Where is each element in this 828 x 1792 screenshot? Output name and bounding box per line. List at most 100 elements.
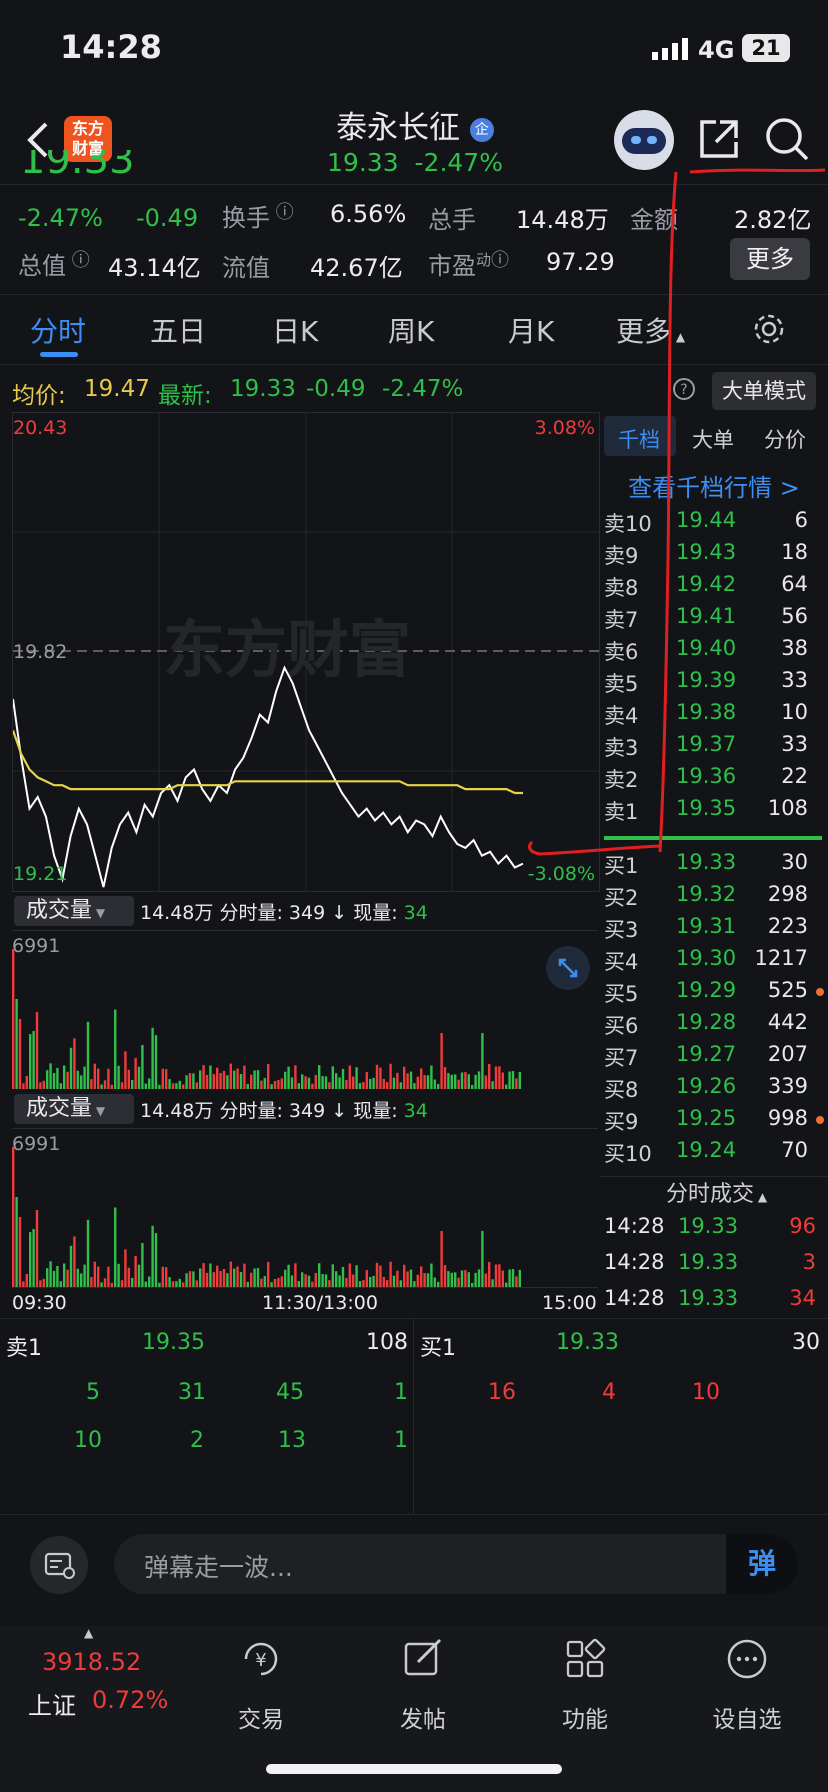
trade-icon[interactable]: ¥ (238, 1636, 284, 1682)
volume-bar (488, 1261, 491, 1287)
index-name[interactable]: 上证 (28, 1692, 76, 1720)
volume-bar (93, 1063, 96, 1089)
bid-row[interactable]: 买4 19.30 1217 (604, 946, 814, 978)
nav-functions[interactable]: 功能 (562, 1707, 608, 1733)
post-edit-icon[interactable] (400, 1636, 446, 1682)
trades-header[interactable]: 分时成交 ▲ (666, 1182, 768, 1207)
volume-bar (216, 1265, 219, 1287)
volume-bar (226, 1273, 229, 1287)
volume-bar (243, 1065, 246, 1089)
tab-monthly-k[interactable]: 月K (508, 315, 555, 348)
ask-level: 卖10 (604, 512, 652, 536)
ask-row[interactable]: 卖1 19.35 108 (604, 796, 814, 828)
functions-grid-icon[interactable] (562, 1636, 608, 1682)
bid-level: 买7 (604, 1046, 639, 1070)
volume-bar (15, 999, 18, 1089)
app-logo: 东方 财富 (64, 116, 112, 162)
bid-row[interactable]: 买6 19.28 442 (604, 1010, 814, 1042)
tab-five-day[interactable]: 五日 (150, 315, 207, 348)
volume-bar (392, 1077, 396, 1089)
tab-intraday[interactable]: 分时 (30, 315, 87, 348)
ask-row[interactable]: 卖6 19.40 38 (604, 636, 814, 668)
view-depth-link[interactable]: 查看千档行情 > (628, 474, 800, 502)
volume-bar (202, 1263, 205, 1287)
volume-bar (433, 1079, 436, 1089)
search-icon[interactable] (764, 116, 810, 162)
volume-bar (467, 1074, 470, 1089)
bid-row[interactable]: 买9 19.25 998 (604, 1106, 824, 1138)
danmaku-settings-icon[interactable] (30, 1536, 88, 1594)
volume-bar (287, 1066, 290, 1089)
pct-max-label: 3.08% (534, 417, 595, 439)
intraday-chart[interactable]: 东方财富 20.43 3.08% 19.82 19.21 -3.08% (12, 412, 600, 892)
volume-bar (491, 1081, 494, 1089)
enterprise-badge: 企 (469, 117, 494, 142)
nav-post[interactable]: 发帖 (400, 1707, 446, 1733)
volume-selector[interactable]: 成交量 ▼ (14, 896, 134, 926)
volume-bar (32, 1031, 35, 1089)
volume-bar (345, 1277, 348, 1287)
volume-selector-2[interactable]: 成交量 ▼ (14, 1094, 134, 1124)
volume-bar (420, 1068, 423, 1089)
volume-bar (355, 1265, 358, 1287)
index-value[interactable]: 3918.52 (42, 1648, 142, 1676)
tab-daily-k[interactable]: 日K (272, 315, 319, 348)
volume-bar (229, 1261, 232, 1287)
volume-bar (454, 1074, 457, 1089)
ask-level: 卖9 (604, 544, 639, 568)
more-info-button[interactable]: 更多 (730, 238, 810, 280)
ask-row[interactable]: 卖7 19.41 56 (604, 604, 814, 636)
big-order-mode-button[interactable]: 大单模式 (712, 372, 816, 410)
nav-trade[interactable]: 交易 (238, 1707, 284, 1733)
volume-bar (294, 1065, 297, 1089)
bid-volume: 223 (767, 914, 808, 938)
ask-row[interactable]: 卖10 19.44 6 (604, 508, 814, 540)
help-icon[interactable]: ? (672, 377, 696, 401)
volume-bar (494, 1066, 498, 1089)
nav-add-watchlist[interactable]: 设自选 (712, 1707, 782, 1733)
ask-row[interactable]: 卖3 19.37 33 (604, 732, 814, 764)
expand-chart-icon[interactable] (546, 946, 590, 990)
index-expand-icon[interactable]: ▲ (84, 1626, 94, 1640)
volume-bar (443, 1067, 447, 1089)
x-start-label: 09:30 (12, 1292, 67, 1314)
danmaku-input-bar[interactable]: 弹幕走一波... 弹 (114, 1534, 798, 1594)
sell-queue-5: 10 (74, 1428, 102, 1453)
orderbook-tab-depth[interactable]: 千档 (618, 428, 660, 452)
bid-row[interactable]: 买5 19.29 525 (604, 978, 824, 1010)
add-watchlist-icon[interactable] (724, 1636, 770, 1682)
orderbook-tab-price[interactable]: 分价 (764, 428, 806, 452)
latest-change: -0.49 (306, 376, 366, 402)
bid-row[interactable]: 买3 19.31 223 (604, 914, 814, 946)
danmaku-send-button[interactable]: 弹 (726, 1534, 798, 1594)
bid-row[interactable]: 买7 19.27 207 (604, 1042, 814, 1074)
volume-bar (413, 1083, 416, 1089)
orderbook-tab-bigorder[interactable]: 大单 (692, 428, 734, 452)
tab-more[interactable]: 更多 ▲ (616, 315, 686, 348)
ask-level: 卖4 (604, 704, 639, 728)
bid-row[interactable]: 买2 19.32 298 (604, 882, 814, 914)
volume-bar (386, 1082, 389, 1089)
volume-bar (117, 1065, 120, 1089)
trade-volume: 96 (789, 1214, 816, 1238)
back-arrow-icon[interactable] (26, 120, 50, 160)
volume-bar (474, 1272, 477, 1287)
ask-row[interactable]: 卖2 19.36 22 (604, 764, 814, 796)
index-pct[interactable]: 0.72% (92, 1686, 169, 1714)
volume-bar (233, 1268, 236, 1287)
ask-row[interactable]: 卖5 19.39 33 (604, 668, 814, 700)
ask-row[interactable]: 卖9 19.43 18 (604, 540, 814, 572)
robot-assistant-icon[interactable] (614, 110, 674, 170)
ask-row[interactable]: 卖4 19.38 10 (604, 700, 814, 732)
volume-bar (416, 1076, 419, 1089)
volume-bar (270, 1084, 273, 1089)
bid-row[interactable]: 买8 19.26 339 (604, 1074, 814, 1106)
bid-row[interactable]: 买10 19.24 70 (604, 1138, 814, 1170)
volume-bar (311, 1281, 314, 1287)
tab-weekly-k[interactable]: 周K (388, 315, 435, 348)
ask-row[interactable]: 卖8 19.42 64 (604, 572, 814, 604)
settings-gear-icon[interactable] (752, 312, 786, 346)
big-price-partial: 19.33 (20, 150, 135, 183)
bid-row[interactable]: 买1 19.33 30 (604, 850, 814, 882)
share-icon[interactable] (698, 118, 740, 160)
